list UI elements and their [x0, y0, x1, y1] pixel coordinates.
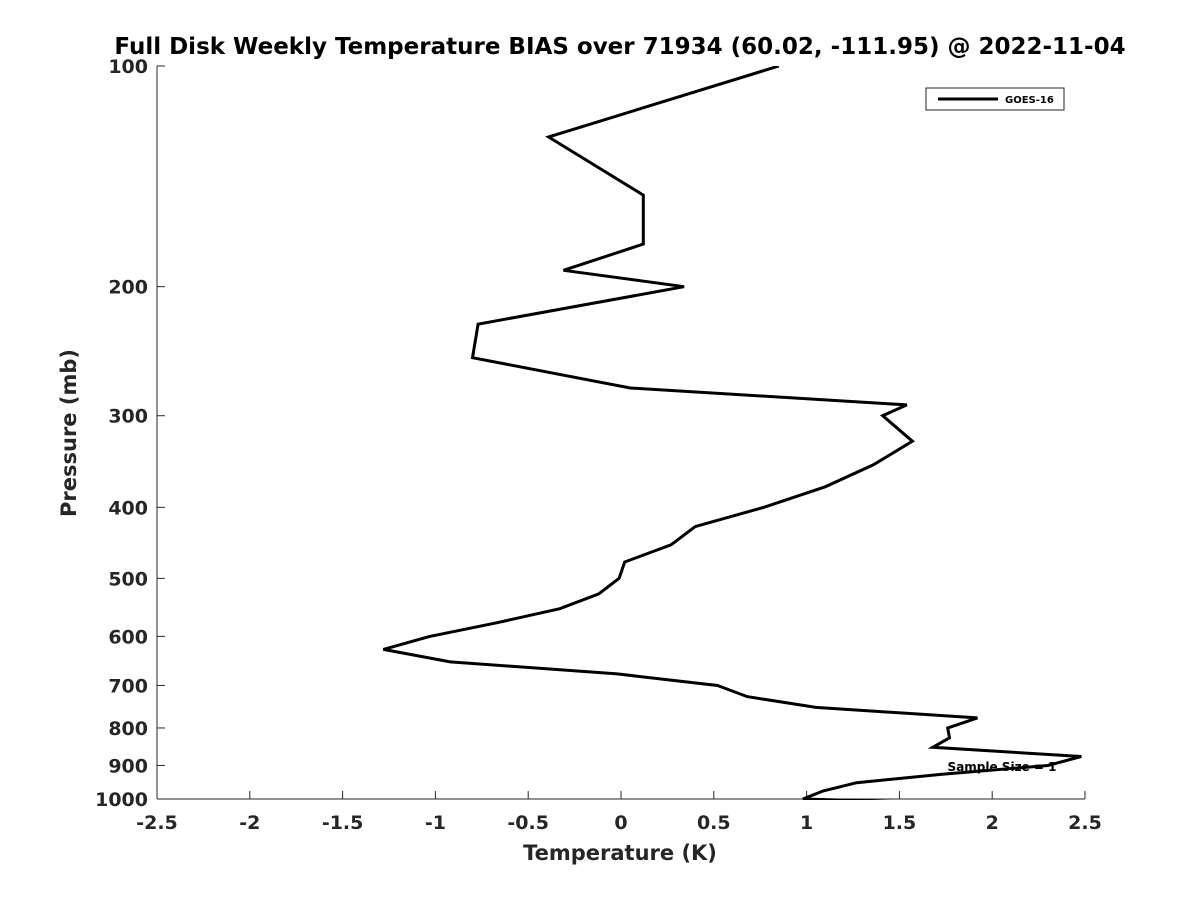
series-line-goes-16	[382, 66, 1082, 800]
y-tick-label: 300	[108, 406, 148, 428]
y-tick-label: 100	[108, 56, 148, 78]
y-tick-label: 700	[108, 675, 148, 697]
y-tick-label: 400	[108, 497, 148, 519]
x-tick-label: -0.5	[507, 812, 549, 834]
x-tick-label: 1	[800, 812, 813, 834]
y-tick-label: 600	[108, 626, 148, 648]
x-tick-label: 2	[986, 812, 999, 834]
series-layer	[382, 66, 1082, 800]
y-tick-label: 200	[108, 277, 148, 299]
y-tick-label: 900	[108, 755, 148, 777]
x-tick-label: 0	[614, 812, 627, 834]
y-tick-label: 1000	[95, 789, 148, 811]
x-tick-label: -1.5	[322, 812, 364, 834]
sample-size-annotation: Sample Size = 1	[948, 760, 1057, 774]
y-tick-label: 800	[108, 718, 148, 740]
chart-title: Full Disk Weekly Temperature BIAS over 7…	[114, 34, 1125, 60]
x-tick-label: 0.5	[697, 812, 731, 834]
legend-label-goes-16: GOES-16	[1005, 95, 1054, 106]
axes: -2.5 -2 -1.5 -1 -0.5 0 0.5 1 1.5 2 2.5 100 200 300 400…	[95, 56, 1102, 834]
x-tick-label: 2.5	[1068, 812, 1102, 834]
x-tick-label: 1.5	[883, 812, 917, 834]
x-axis-label: Temperature (K)	[523, 841, 717, 865]
x-tick-label: -1	[425, 812, 446, 834]
legend: GOES-16	[925, 87, 1065, 111]
y-axis-label: Pressure (mb)	[57, 349, 81, 517]
y-tick-label: 500	[108, 568, 148, 590]
x-tick-label: -2.5	[136, 812, 178, 834]
x-tick-label: -2	[239, 812, 260, 834]
